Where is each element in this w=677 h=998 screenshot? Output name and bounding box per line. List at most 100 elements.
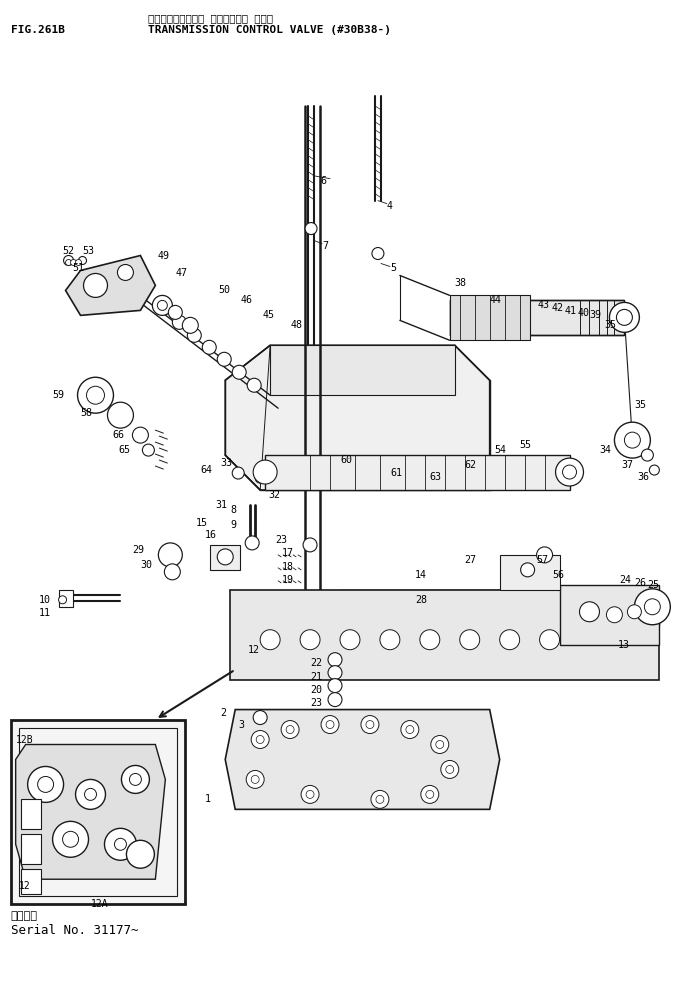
Text: 35: 35 [605, 320, 617, 330]
Ellipse shape [173, 315, 186, 329]
Text: 12A: 12A [91, 899, 108, 909]
Ellipse shape [521, 563, 535, 577]
Ellipse shape [245, 536, 259, 550]
Ellipse shape [300, 630, 320, 650]
Ellipse shape [253, 711, 267, 725]
Ellipse shape [303, 538, 317, 552]
Ellipse shape [87, 386, 104, 404]
Ellipse shape [165, 564, 180, 580]
Text: 6: 6 [320, 176, 326, 186]
Text: 57: 57 [537, 555, 548, 565]
Polygon shape [450, 300, 624, 335]
Ellipse shape [64, 255, 74, 265]
Ellipse shape [306, 790, 314, 798]
Ellipse shape [328, 666, 342, 680]
Ellipse shape [232, 467, 244, 479]
Ellipse shape [129, 773, 141, 785]
Bar [19, 728, 177, 896]
Text: 7: 7 [322, 241, 328, 250]
Ellipse shape [256, 736, 264, 744]
Ellipse shape [127, 840, 154, 868]
Ellipse shape [380, 630, 400, 650]
Text: 44: 44 [489, 295, 502, 305]
Ellipse shape [372, 248, 384, 259]
Polygon shape [450, 295, 529, 340]
Text: 40: 40 [577, 308, 590, 318]
Text: 12: 12 [248, 645, 260, 655]
Polygon shape [16, 745, 165, 879]
Polygon shape [225, 345, 489, 490]
Ellipse shape [580, 602, 599, 622]
Text: 66: 66 [112, 430, 125, 440]
Text: 33: 33 [220, 458, 232, 468]
Ellipse shape [76, 259, 81, 265]
Ellipse shape [445, 765, 454, 773]
Ellipse shape [328, 679, 342, 693]
Text: 37: 37 [621, 460, 634, 470]
Ellipse shape [305, 223, 317, 235]
Polygon shape [230, 590, 659, 680]
Ellipse shape [641, 449, 653, 461]
Text: 18: 18 [282, 562, 294, 572]
Ellipse shape [406, 726, 414, 734]
Bar [21, 834, 41, 864]
Ellipse shape [426, 790, 434, 798]
Text: 41: 41 [565, 306, 577, 316]
Ellipse shape [436, 741, 444, 748]
Ellipse shape [169, 305, 182, 319]
Ellipse shape [328, 693, 342, 707]
Ellipse shape [253, 460, 277, 484]
Text: 51: 51 [72, 263, 85, 273]
Ellipse shape [286, 726, 294, 734]
Ellipse shape [340, 630, 360, 650]
Polygon shape [500, 555, 560, 590]
Ellipse shape [301, 785, 319, 803]
Ellipse shape [609, 302, 639, 332]
Text: 15: 15 [195, 518, 207, 528]
Text: 30: 30 [140, 560, 152, 570]
Text: 46: 46 [240, 295, 253, 305]
Ellipse shape [649, 465, 659, 475]
Ellipse shape [158, 543, 182, 567]
Ellipse shape [361, 716, 379, 734]
Ellipse shape [53, 821, 89, 857]
Text: 10: 10 [39, 595, 51, 605]
Ellipse shape [142, 444, 154, 456]
Ellipse shape [615, 422, 651, 458]
Ellipse shape [431, 736, 449, 753]
Text: 32: 32 [268, 490, 280, 500]
Text: 23: 23 [275, 535, 287, 545]
Polygon shape [340, 590, 659, 625]
Text: 27: 27 [464, 555, 477, 565]
Text: 21: 21 [310, 672, 322, 682]
Ellipse shape [133, 427, 148, 443]
Ellipse shape [421, 785, 439, 803]
Ellipse shape [117, 264, 133, 280]
Text: 47: 47 [175, 268, 188, 278]
Text: 22: 22 [310, 658, 322, 668]
Bar [21, 869, 41, 894]
Ellipse shape [217, 549, 233, 565]
Ellipse shape [326, 721, 334, 729]
Ellipse shape [255, 473, 265, 483]
Ellipse shape [460, 630, 480, 650]
Ellipse shape [202, 340, 216, 354]
Text: FIG.261B: FIG.261B [11, 25, 65, 35]
Text: 64: 64 [200, 465, 213, 475]
Ellipse shape [114, 838, 127, 850]
Ellipse shape [371, 790, 389, 808]
Ellipse shape [83, 273, 108, 297]
Ellipse shape [540, 630, 560, 650]
Text: 2: 2 [220, 708, 226, 718]
Text: 36: 36 [637, 472, 649, 482]
Ellipse shape [500, 630, 520, 650]
Text: 54: 54 [495, 445, 506, 455]
Ellipse shape [321, 716, 339, 734]
Ellipse shape [624, 432, 640, 448]
Ellipse shape [66, 259, 72, 265]
Text: 12: 12 [19, 881, 30, 891]
Ellipse shape [62, 831, 79, 847]
Polygon shape [560, 585, 659, 645]
Ellipse shape [232, 365, 246, 379]
Text: 43: 43 [538, 300, 550, 310]
